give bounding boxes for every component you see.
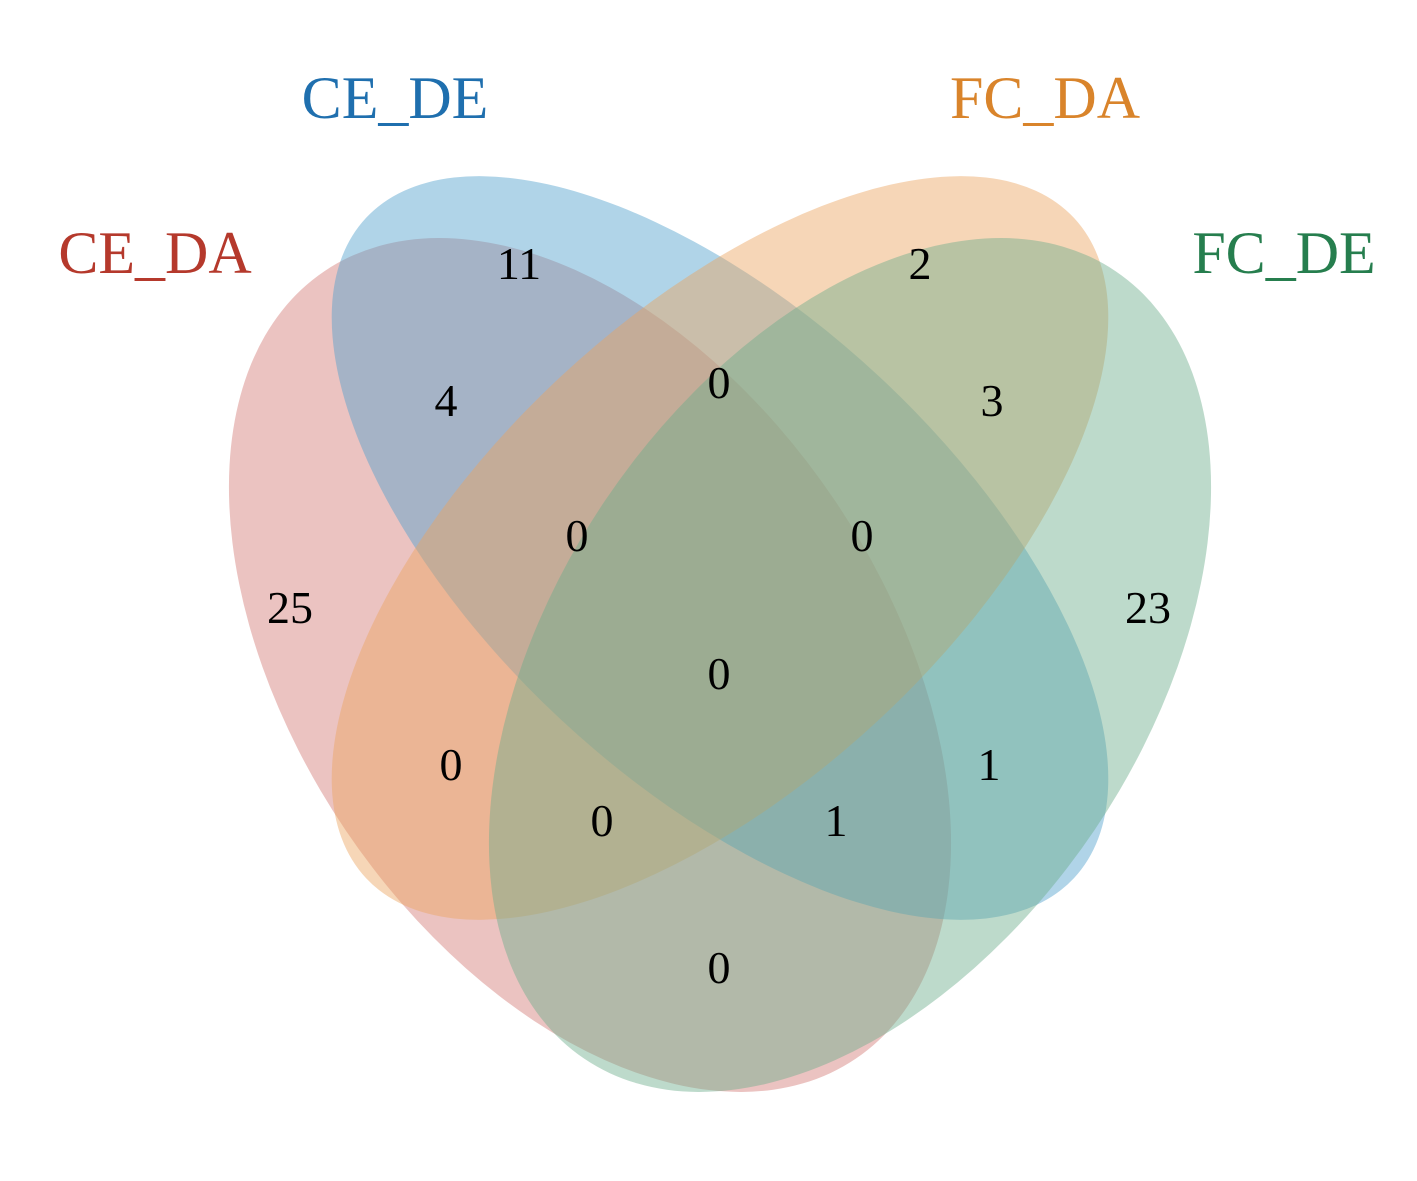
ellipse-fc-da: [331, 176, 1109, 920]
count-ce-da-fc-da-fc-de: 1: [825, 795, 848, 846]
count-fc-da-only: 2: [909, 238, 932, 289]
count-ce-da-ce-de-fc-da: 0: [566, 510, 589, 561]
set-label-fc-da: FC_DA: [950, 65, 1140, 131]
count-all-four: 0: [708, 648, 731, 699]
set-label-fc-de: FC_DE: [1192, 220, 1375, 286]
count-fc-de-only: 23: [1125, 582, 1171, 633]
count-ce-da-ce-de-fc-de: 0: [591, 795, 614, 846]
count-ce-de-fc-de: 1: [978, 739, 1001, 790]
count-ce-de-only: 11: [497, 238, 541, 289]
count-ce-da-only: 25: [267, 582, 313, 633]
ellipse-ce-da: [228, 238, 952, 1092]
count-ce-da-fc-da: 0: [440, 739, 463, 790]
count-fc-da-fc-de: 3: [981, 375, 1004, 426]
count-ce-da-ce-de: 4: [435, 375, 458, 426]
set-ellipses: [228, 176, 1212, 1092]
region-counts: 25 11 2 23 4 0 3 0 0 0 0 1 0 1 0: [267, 238, 1171, 993]
count-ce-da-fc-de: 0: [708, 942, 731, 993]
ellipse-ce-de: [331, 176, 1109, 920]
count-ce-de-fc-da: 0: [708, 357, 731, 408]
set-label-ce-da: CE_DA: [58, 220, 251, 286]
ellipse-fc-de: [488, 238, 1212, 1092]
set-labels: CE_DA CE_DE FC_DA FC_DE: [58, 65, 1375, 286]
count-ce-de-fc-da-fc-de: 0: [851, 510, 874, 561]
set-label-ce-de: CE_DE: [302, 65, 489, 131]
